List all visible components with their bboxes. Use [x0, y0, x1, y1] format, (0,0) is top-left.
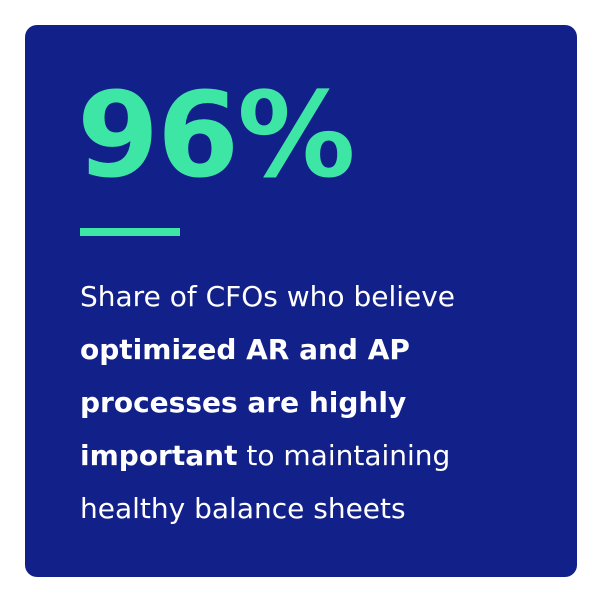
divider [80, 228, 180, 236]
bold-text: important [80, 439, 238, 472]
text: to maintaining [237, 439, 451, 472]
description-line: optimized AR and AP [80, 323, 455, 376]
headline-stat: 96% [77, 66, 355, 204]
description-line: processes are highly [80, 376, 455, 429]
bold-text: processes are highly [80, 386, 407, 419]
description: Share of CFOs who believe optimized AR an… [80, 270, 455, 535]
text: healthy balance sheets [80, 492, 406, 525]
bold-text: optimized AR and AP [80, 333, 410, 366]
text: Share of CFOs who believe [80, 280, 456, 313]
description-line: Share of CFOs who believe [80, 270, 455, 323]
description-line: healthy balance sheets [80, 482, 455, 535]
description-line: important to maintaining [80, 429, 455, 482]
stat-card: 96% Share of CFOs who believe optimized A… [25, 25, 577, 577]
